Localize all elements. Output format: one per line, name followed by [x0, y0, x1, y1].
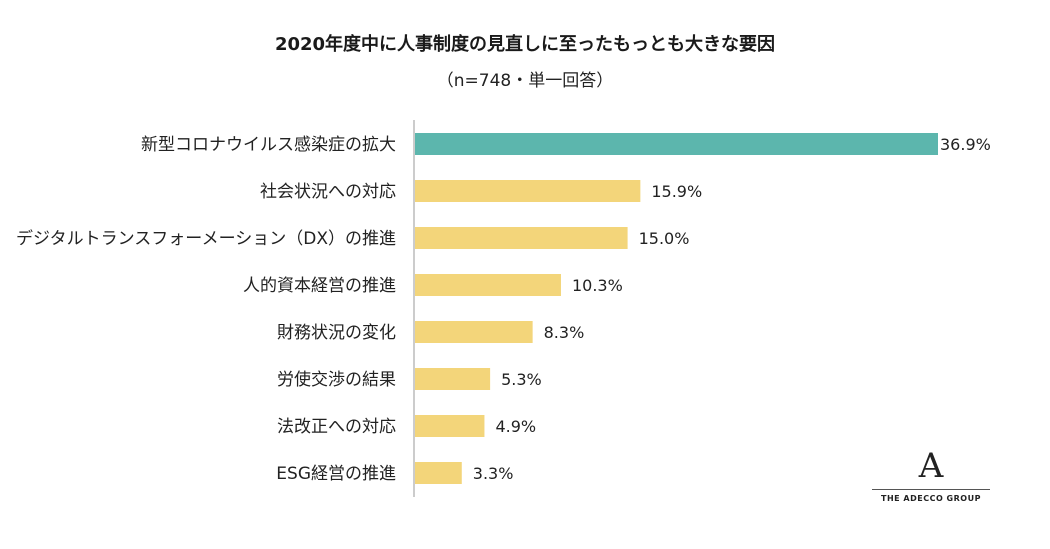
- category-label: 社会状況への対応: [260, 182, 396, 202]
- chart-subtitle: （n=748・単一回答）: [436, 71, 614, 91]
- value-label: 10.3%: [572, 276, 623, 295]
- bar: [415, 321, 533, 343]
- bar: [415, 274, 561, 296]
- adecco-logo-mark: A: [918, 446, 944, 486]
- logo-divider: [872, 489, 990, 490]
- bar: [415, 180, 641, 202]
- bar: [415, 462, 462, 484]
- category-label: 人的資本経営の推進: [243, 276, 396, 296]
- category-label: 新型コロナウイルス感染症の拡大: [141, 135, 396, 155]
- value-label: 8.3%: [544, 323, 585, 342]
- chart-title: 2020年度中に人事制度の見直しに至ったもっとも大きな要因: [274, 34, 776, 55]
- category-label: ESG経営の推進: [276, 464, 396, 484]
- value-label: 4.9%: [495, 417, 536, 436]
- value-label: 36.9%: [940, 135, 991, 154]
- value-label: 15.9%: [651, 182, 702, 201]
- category-label: 労使交渉の結果: [277, 369, 396, 390]
- bar: [415, 227, 628, 249]
- value-label: 5.3%: [501, 370, 542, 389]
- bar: [415, 133, 938, 155]
- bar: [415, 368, 491, 390]
- bar: [415, 415, 485, 437]
- value-label: 15.0%: [639, 229, 690, 248]
- category-label: 財務状況の変化: [277, 323, 396, 343]
- value-label: 3.3%: [473, 464, 514, 483]
- category-label: デジタルトランスフォーメーション（DX）の推進: [16, 228, 396, 249]
- adecco-logo: A THE ADECCO GROUP: [872, 448, 990, 508]
- category-label: 法改正への対応: [277, 417, 396, 437]
- adecco-logo-text: THE ADECCO GROUP: [881, 494, 981, 503]
